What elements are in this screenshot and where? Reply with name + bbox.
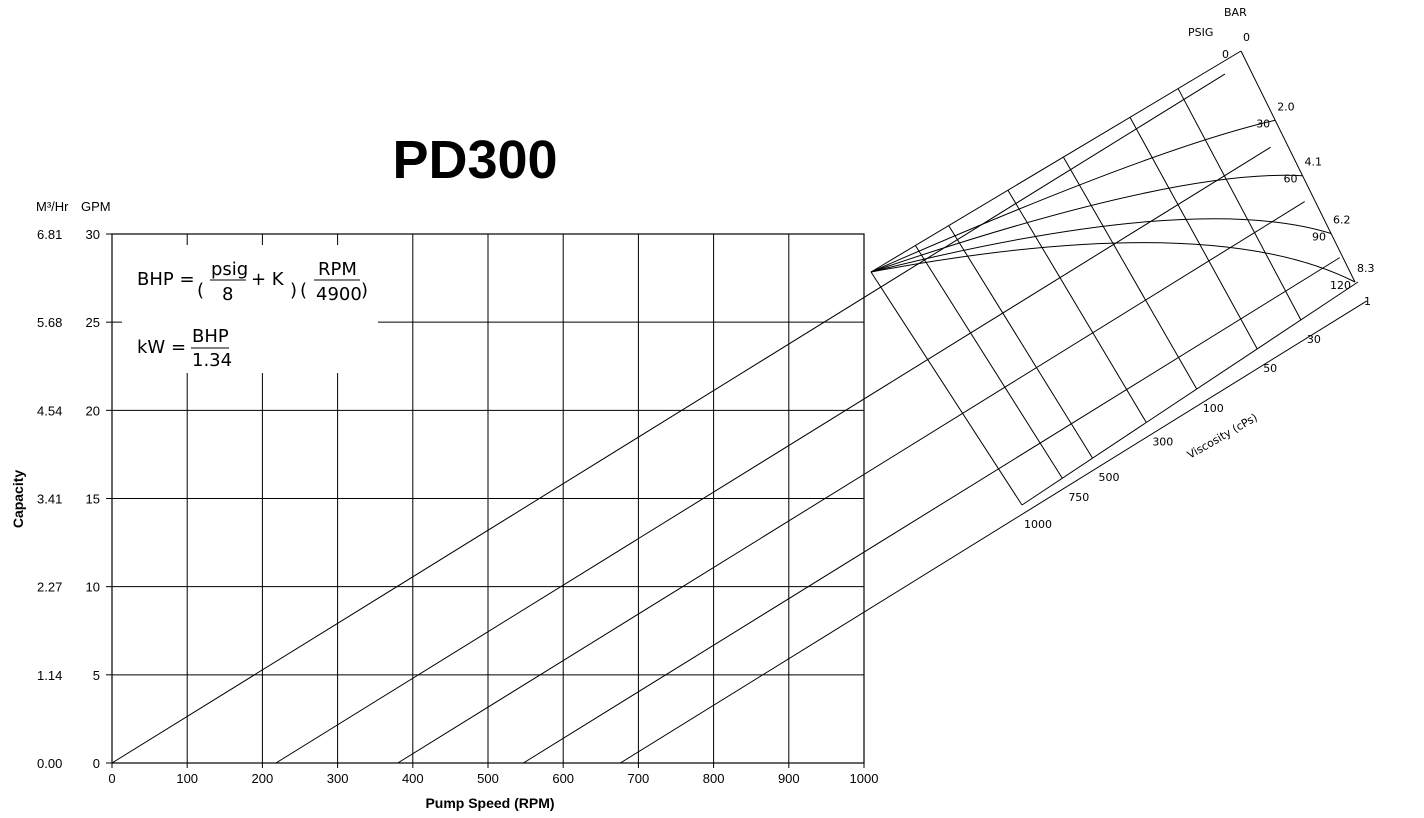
nomo-left-edge xyxy=(870,271,1023,506)
bhp-numerator-rpm: RPM xyxy=(318,259,357,280)
kw-denominator: 1.34 xyxy=(192,350,232,371)
viscosity-label: 750 xyxy=(1068,491,1089,504)
pressure-bar-label: 2.0 xyxy=(1277,100,1295,113)
y-unit-m3hr: M³/Hr xyxy=(36,199,69,214)
capacity-line xyxy=(111,73,1226,764)
x-axis-label: Pump Speed (RPM) xyxy=(425,795,554,811)
y-tick-label-gpm: 10 xyxy=(86,580,100,595)
pressure-curve xyxy=(870,242,1356,283)
y-tick-label-gpm: 20 xyxy=(86,403,100,418)
psig-title: PSIG xyxy=(1188,26,1213,39)
pressure-psig-label: 30 xyxy=(1256,117,1270,130)
y-tick-label-gpm: 15 xyxy=(86,492,100,507)
pressure-curve xyxy=(870,218,1332,273)
y-tick-label-m3hr: 1.14 xyxy=(37,668,62,683)
pressure-psig-label: 90 xyxy=(1312,230,1326,243)
nomo-viscosity-rail xyxy=(1021,281,1359,506)
bhp-lhs: BHP = xyxy=(137,269,195,290)
pressure-curve xyxy=(870,119,1276,273)
viscosity-line xyxy=(1062,156,1198,390)
viscosity-label: 500 xyxy=(1099,471,1120,484)
bar-title: BAR xyxy=(1224,6,1247,19)
paren-open-1: ( xyxy=(197,280,204,301)
viscosity-line xyxy=(948,225,1093,459)
x-tick-label: 800 xyxy=(703,771,725,786)
y-tick-label-m3hr: 0.00 xyxy=(37,756,62,771)
pressure-bar-label: 0 xyxy=(1243,31,1250,44)
pressure-bar-label: 4.1 xyxy=(1305,156,1323,169)
x-tick-label: 1000 xyxy=(850,771,879,786)
y-unit-gpm: GPM xyxy=(81,199,111,214)
nomo-top-edge xyxy=(870,50,1242,273)
viscosity-label: 30 xyxy=(1307,333,1321,346)
kw-numerator: BHP xyxy=(192,326,229,347)
viscosity-label: 1000 xyxy=(1024,518,1052,531)
y-tick-label-m3hr: 5.68 xyxy=(37,315,62,330)
capacity-lines xyxy=(111,73,1368,764)
paren-close-1: ) xyxy=(290,280,297,301)
capacity-line xyxy=(523,257,1341,764)
x-tick-label: 600 xyxy=(552,771,574,786)
y-tick-label-gpm: 30 xyxy=(86,227,100,242)
y-tick-label-m3hr: 6.81 xyxy=(37,227,62,242)
pressure-bar-label: 6.2 xyxy=(1333,213,1351,226)
y-tick-label-m3hr: 3.41 xyxy=(37,492,62,507)
nomo-pressure-rail xyxy=(1240,50,1356,283)
y-tick-label-gpm: 0 xyxy=(93,756,100,771)
viscosity-label: 50 xyxy=(1263,362,1277,375)
viscosity-line xyxy=(1177,88,1302,321)
viscosity-line xyxy=(1007,189,1147,423)
bhp-plus-k: + K xyxy=(251,269,285,290)
x-tick-label: 0 xyxy=(108,771,115,786)
nomograph: 0 0 30 2.0 60 4.1 90 6.2 120 8.3 1 30 50 100 300 500 750… xyxy=(870,31,1375,531)
kw-lhs: kW = xyxy=(137,337,186,358)
x-tick-label: 900 xyxy=(778,771,800,786)
pressure-curve xyxy=(870,174,1303,273)
capacity-line xyxy=(397,201,1305,764)
viscosity-axis-label: Viscosity (cPs) xyxy=(1185,411,1260,462)
viscosity-line xyxy=(914,245,1063,479)
paren-open-2: ( xyxy=(300,280,307,301)
y-tick-label-m3hr: 4.54 xyxy=(37,403,62,418)
viscosity-label: 1 xyxy=(1364,295,1371,308)
bhp-denominator-8: 8 xyxy=(222,284,233,305)
pressure-psig-label: 120 xyxy=(1330,279,1351,292)
capacity-line xyxy=(620,300,1368,764)
x-tick-label: 500 xyxy=(477,771,499,786)
viscosity-label: 100 xyxy=(1203,402,1224,415)
x-tick-label: 100 xyxy=(176,771,198,786)
y-axis-label: Capacity xyxy=(10,470,26,529)
paren-close-2: ) xyxy=(361,280,368,301)
y-tick-label-gpm: 25 xyxy=(86,315,100,330)
pressure-bar-label: 8.3 xyxy=(1357,262,1375,275)
kw-formula: kW = BHP 1.34 xyxy=(137,326,232,371)
chart-title: PD300 xyxy=(392,130,557,190)
formula-box xyxy=(122,245,378,373)
x-tick-label: 300 xyxy=(327,771,349,786)
pressure-psig-label: 0 xyxy=(1222,48,1229,61)
bhp-formula: BHP = ( psig 8 + K ) ( RPM 4900 ) xyxy=(137,259,368,305)
bhp-denominator-4900: 4900 xyxy=(316,284,362,305)
bhp-numerator-psig: psig xyxy=(211,259,248,280)
pressure-psig-label: 60 xyxy=(1284,173,1298,186)
y-tick-label-m3hr: 2.27 xyxy=(37,580,62,595)
viscosity-line xyxy=(1129,117,1258,350)
capacity-line xyxy=(275,146,1271,764)
x-tick-label: 700 xyxy=(628,771,650,786)
x-tick-label: 200 xyxy=(252,771,274,786)
viscosity-label: 300 xyxy=(1152,435,1173,448)
y-tick-label-gpm: 5 xyxy=(93,668,100,683)
x-tick-label: 400 xyxy=(402,771,424,786)
